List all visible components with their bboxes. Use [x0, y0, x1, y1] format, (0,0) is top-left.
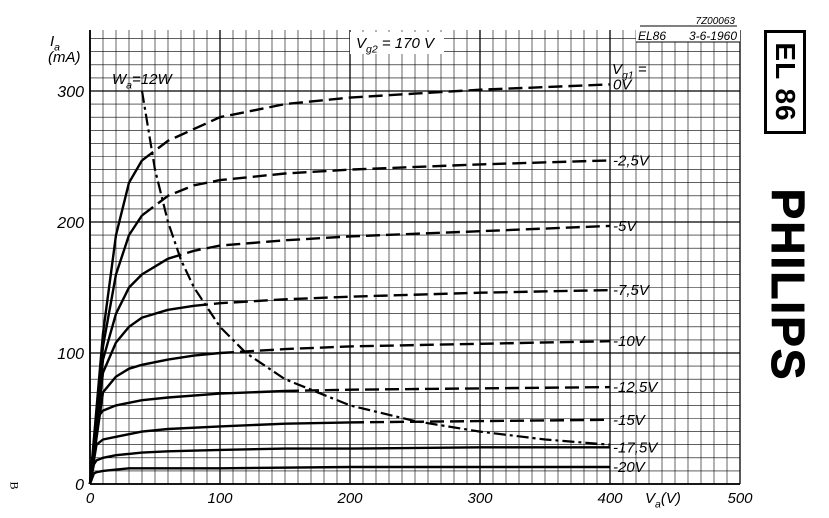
- x-tick-label-400: 400: [597, 490, 623, 507]
- x-axis-label: Va(V): [645, 490, 681, 511]
- y-axis-label: Ia: [50, 33, 60, 54]
- annotations: Vg2 = 170 V Vg1 = Wa=12W 7Z00063 EL86 3-6-196…: [112, 16, 740, 92]
- curve-dashed-4: [219, 340, 611, 355]
- curve-solid-3: [88, 304, 195, 485]
- curve-solid-7: [88, 446, 610, 485]
- curve-labels: 0V -2,5V -5V -7,5V -10V -12,5V -15V -17,5V -20V: [613, 76, 659, 476]
- curve-dashed-2: [167, 224, 611, 260]
- curve-label-8: -20V: [613, 459, 647, 476]
- dissipation-curve: [140, 90, 611, 446]
- y-axis-unit: (mA): [48, 49, 81, 66]
- screen-voltage-label: Vg2 = 170 V: [356, 35, 436, 56]
- stamp-date: 3-6-1960: [689, 29, 737, 43]
- characteristic-curves: [88, 83, 611, 485]
- y-tick-label-300: 300: [57, 84, 84, 101]
- x-tick-label-100: 100: [207, 490, 233, 507]
- screen-voltage-backing: [350, 32, 444, 54]
- curve-solid-5: [88, 389, 286, 485]
- x-tick-label-500: 500: [727, 490, 753, 507]
- x-tick-label-300: 300: [467, 490, 493, 507]
- curve-label-4: -10V: [613, 333, 647, 350]
- y-tick-label-0: 0: [75, 477, 84, 494]
- grid-voltage-header: Vg1 =: [612, 61, 647, 82]
- side-marking: B: [7, 481, 22, 490]
- curve-label-0: 0V: [613, 76, 633, 93]
- brand-logo: PHILIPS: [762, 188, 815, 382]
- curve-dashed-5: [284, 385, 611, 393]
- curve-label-1: -2,5V: [613, 152, 651, 169]
- y-tick-label-200: 200: [56, 215, 84, 232]
- stamp-background: [636, 28, 740, 42]
- tube-type-label: EL 86: [770, 42, 801, 122]
- curve-label-5: -12,5V: [613, 379, 659, 396]
- curve-solid-4: [88, 351, 221, 485]
- y-tick-label-100: 100: [57, 346, 84, 363]
- x-tick-label-0: 0: [86, 490, 95, 507]
- curve-solid-6: [88, 421, 351, 485]
- stamp-number: 7Z00063: [696, 16, 736, 27]
- axes: 0 100 200 300 400 500 0 100 200 300 Ia(mA) Va(V): [48, 30, 753, 511]
- curve-dashed-0: [141, 83, 611, 162]
- curve-solid-2: [88, 257, 169, 485]
- curve-label-2: -5V: [613, 218, 638, 235]
- dissipation-label: Wa=12W: [112, 71, 173, 92]
- grid-lines: [89, 30, 741, 485]
- x-tick-label-200: 200: [336, 490, 363, 507]
- tube-type-box: EL 86: [764, 30, 806, 134]
- curve-solid-8: [88, 465, 610, 485]
- curve-dashed-6: [349, 418, 611, 424]
- stamp-code: EL86: [638, 29, 666, 43]
- curve-dashed-3: [193, 288, 611, 307]
- curve-dashed-1: [141, 159, 611, 217]
- curve-label-3: -7,5V: [613, 282, 651, 299]
- curve-label-6: -15V: [613, 412, 647, 429]
- curve-label-7: -17,5V: [613, 439, 659, 456]
